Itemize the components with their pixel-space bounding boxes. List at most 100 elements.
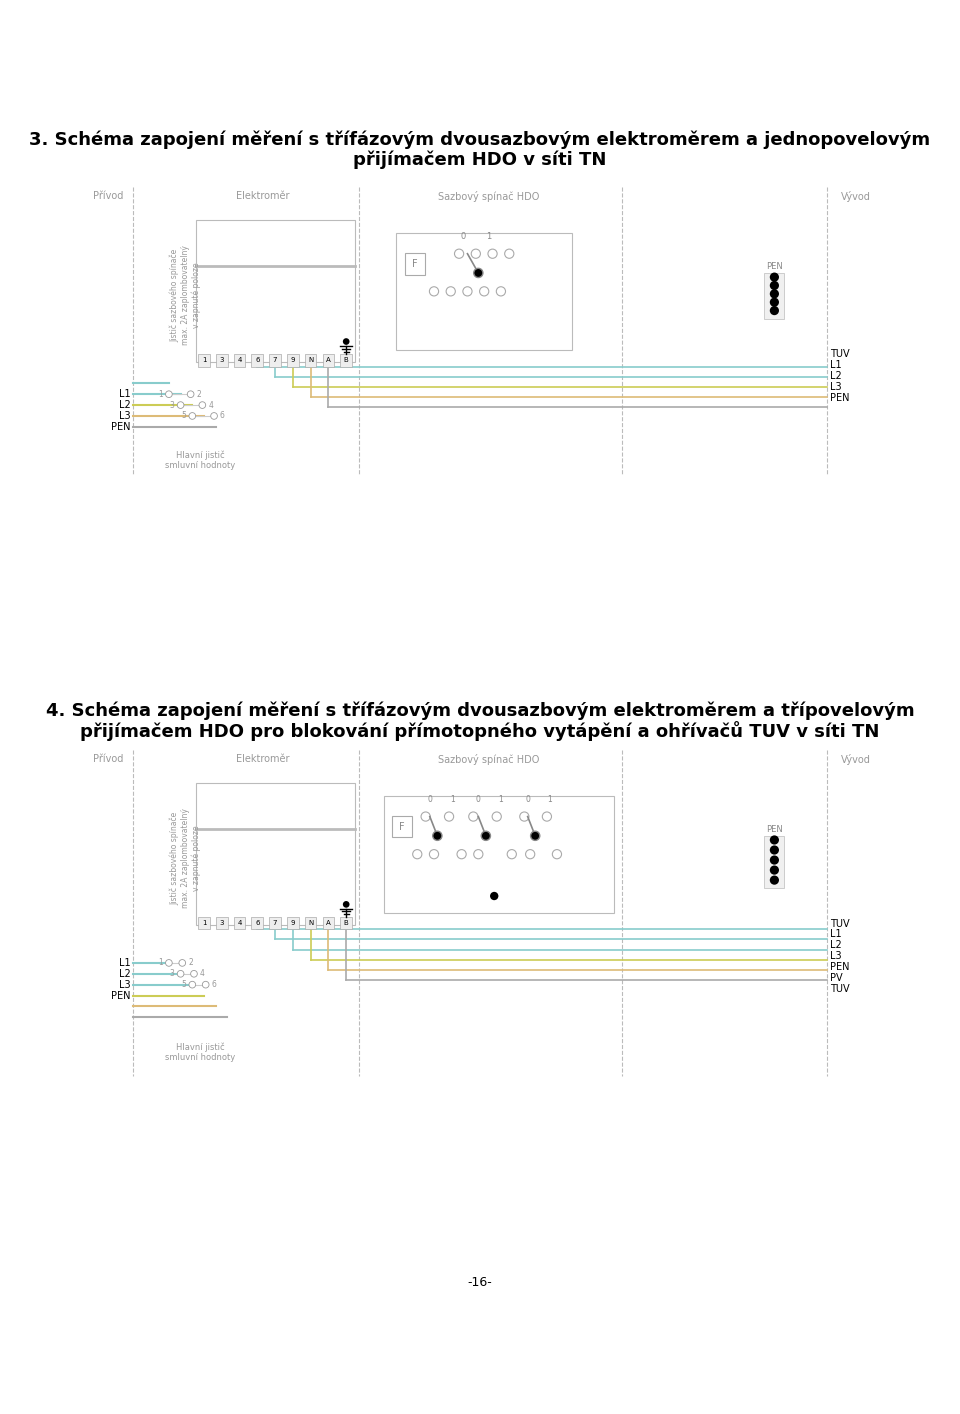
Circle shape — [770, 281, 779, 290]
Text: přijímačem HDO pro blokování přímotopného vytápění a ohřívačů TUV v síti TN: přijímačem HDO pro blokování přímotopnéh… — [81, 721, 879, 741]
Text: PV: PV — [829, 973, 842, 983]
Circle shape — [552, 850, 562, 858]
Text: 6: 6 — [211, 980, 217, 990]
Text: L2: L2 — [119, 400, 131, 410]
Text: TUV: TUV — [829, 349, 850, 359]
Text: 3: 3 — [170, 400, 175, 410]
Text: L3: L3 — [119, 411, 131, 421]
Text: PEN: PEN — [111, 991, 131, 1001]
Text: TUV: TUV — [829, 984, 850, 994]
Circle shape — [505, 249, 514, 259]
Text: 1: 1 — [498, 795, 503, 805]
Bar — [198, 916, 210, 929]
Circle shape — [770, 865, 779, 875]
Circle shape — [770, 875, 779, 885]
Text: 6: 6 — [255, 358, 259, 363]
Circle shape — [492, 812, 501, 822]
Text: 7: 7 — [273, 358, 277, 363]
Text: 2: 2 — [197, 390, 202, 399]
Text: Elektroměr: Elektroměr — [236, 754, 289, 764]
Circle shape — [457, 850, 467, 858]
Text: 6: 6 — [220, 411, 225, 420]
Text: přijímačem HDO v síti TN: přijímačem HDO v síti TN — [353, 151, 607, 170]
Text: 7: 7 — [273, 921, 277, 926]
Bar — [304, 916, 317, 929]
Text: 9: 9 — [291, 921, 295, 926]
Text: Hlavní jistič
smluvní hodnoty: Hlavní jistič smluvní hodnoty — [165, 450, 235, 469]
Text: 3: 3 — [220, 921, 224, 926]
Circle shape — [165, 390, 172, 397]
Text: 1: 1 — [158, 959, 163, 967]
Circle shape — [770, 273, 779, 281]
Bar — [396, 233, 572, 349]
Bar — [233, 354, 246, 366]
Text: 5: 5 — [181, 411, 186, 420]
Text: 0: 0 — [475, 795, 480, 805]
Text: A: A — [326, 921, 331, 926]
Text: 3. Schéma zapojení měření s třífázovým dvousazbovým elektroměrem a jednopovelový: 3. Schéma zapojení měření s třífázovým d… — [30, 130, 930, 150]
Text: 1: 1 — [486, 232, 491, 242]
Circle shape — [473, 269, 483, 277]
Text: L3: L3 — [829, 952, 841, 962]
Text: Přívod: Přívod — [93, 754, 123, 764]
Text: Přívod: Přívod — [93, 191, 123, 201]
Text: 0: 0 — [461, 232, 466, 242]
Circle shape — [488, 249, 497, 259]
Bar — [341, 354, 352, 366]
Circle shape — [413, 850, 421, 858]
Bar — [196, 221, 354, 362]
Text: 1: 1 — [202, 921, 206, 926]
Bar — [269, 916, 281, 929]
Bar — [764, 836, 784, 888]
Text: 1: 1 — [547, 795, 552, 805]
Circle shape — [519, 812, 529, 822]
Text: 4: 4 — [237, 358, 242, 363]
Bar — [323, 916, 334, 929]
Text: Sazbový spínač HDO: Sazbový spínač HDO — [438, 191, 540, 202]
Bar — [287, 354, 299, 366]
Circle shape — [454, 249, 464, 259]
Text: 4: 4 — [208, 400, 213, 410]
Text: L1: L1 — [829, 361, 841, 370]
Text: 3: 3 — [220, 358, 224, 363]
Circle shape — [429, 850, 439, 858]
Bar — [287, 916, 299, 929]
Circle shape — [770, 846, 779, 854]
Circle shape — [421, 812, 430, 822]
Circle shape — [429, 287, 439, 296]
Circle shape — [343, 901, 349, 908]
Text: L3: L3 — [829, 382, 841, 392]
Circle shape — [179, 960, 185, 966]
Text: A: A — [326, 358, 331, 363]
Bar — [216, 916, 228, 929]
Text: PEN: PEN — [766, 824, 782, 834]
Text: TUV: TUV — [829, 919, 850, 929]
Circle shape — [542, 812, 551, 822]
Circle shape — [178, 970, 184, 977]
Text: 1: 1 — [450, 795, 455, 805]
Circle shape — [481, 831, 491, 840]
Text: PEN: PEN — [829, 962, 849, 971]
Text: L1: L1 — [119, 957, 131, 969]
Text: 1: 1 — [202, 358, 206, 363]
Circle shape — [191, 970, 198, 977]
Text: L3: L3 — [119, 980, 131, 990]
Text: 4: 4 — [237, 921, 242, 926]
Text: L2: L2 — [829, 940, 841, 950]
Circle shape — [770, 855, 779, 864]
Bar — [269, 354, 281, 366]
Circle shape — [463, 287, 472, 296]
Circle shape — [203, 981, 209, 988]
Circle shape — [433, 831, 442, 840]
Bar — [216, 354, 228, 366]
Text: 3: 3 — [170, 969, 175, 978]
Circle shape — [189, 981, 196, 988]
Text: Jistič sazbového spínače
max. 2A zaplombovatelný
v zapnuté poloze: Jistič sazbového spínače max. 2A zaplomb… — [170, 809, 201, 908]
Text: PEN: PEN — [766, 262, 782, 270]
Text: L1: L1 — [119, 389, 131, 399]
Bar — [196, 783, 354, 925]
Bar — [405, 253, 425, 274]
Text: -16-: -16- — [468, 1275, 492, 1290]
Text: N: N — [308, 921, 313, 926]
Circle shape — [770, 297, 779, 307]
